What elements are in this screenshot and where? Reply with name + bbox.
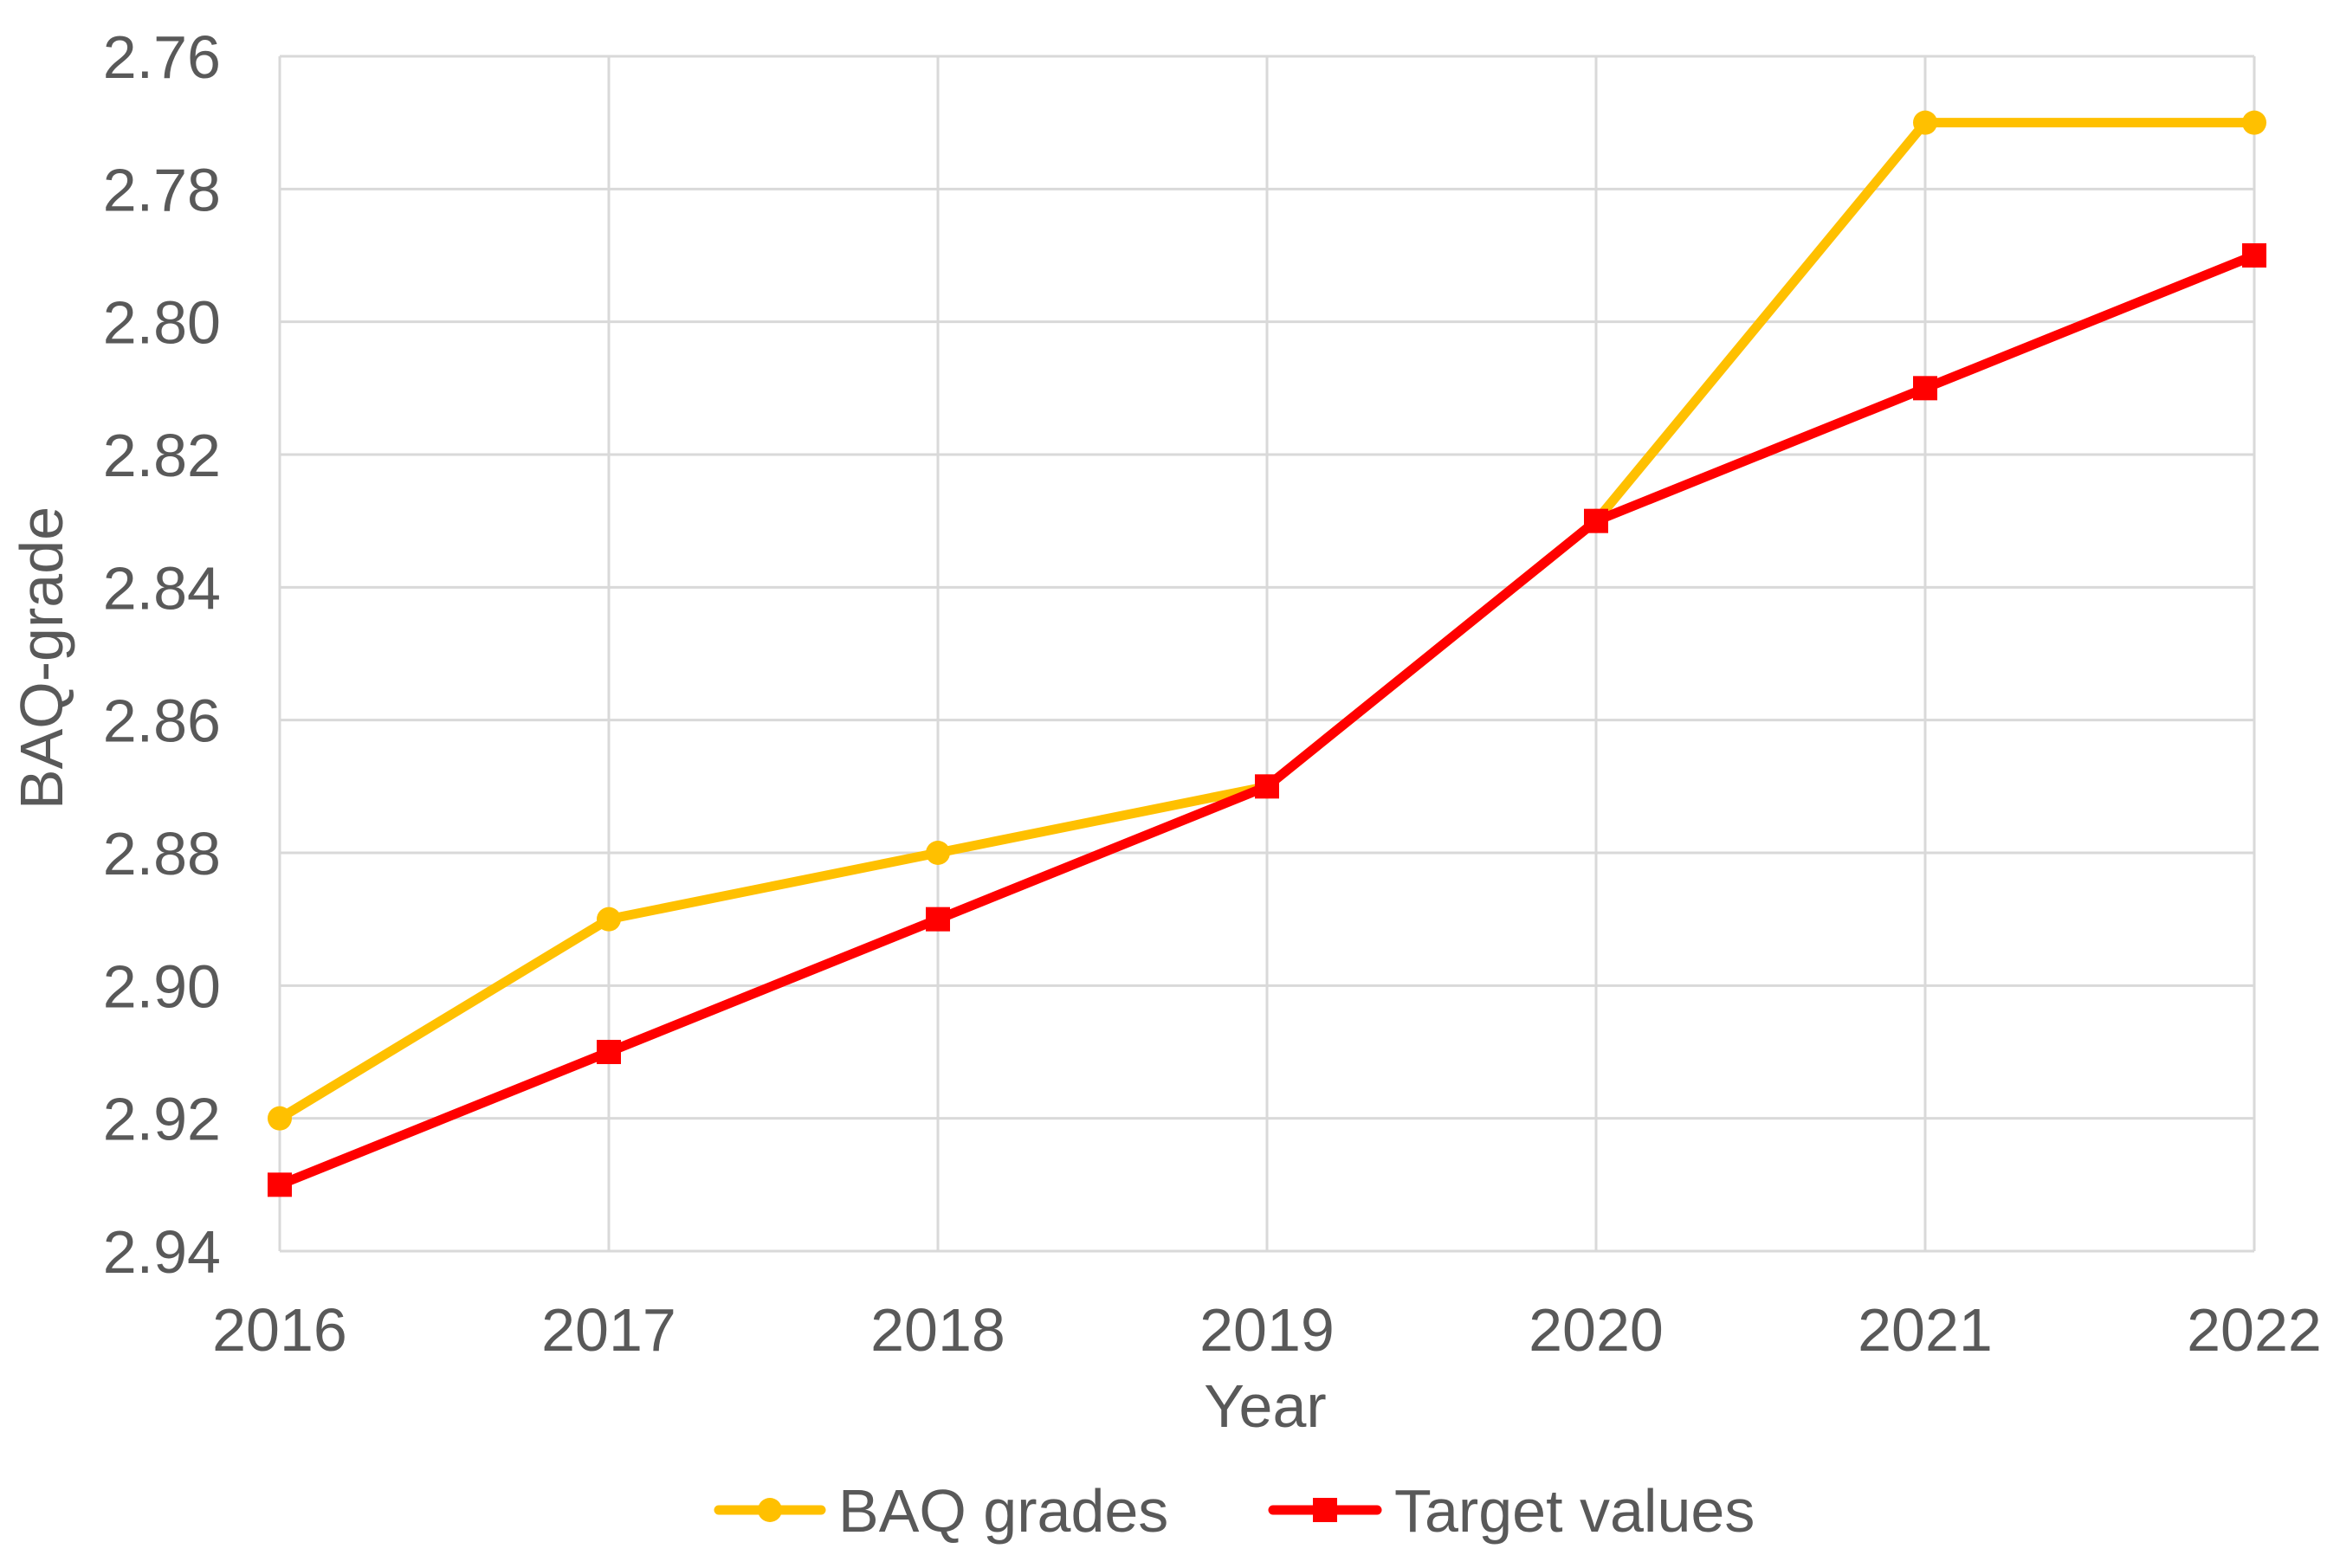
series xyxy=(268,110,2266,1197)
y-tick-label: 2.84 xyxy=(103,554,221,622)
series-target-values xyxy=(268,243,2266,1197)
x-tick-label: 2019 xyxy=(1199,1296,1335,1364)
data-point xyxy=(268,1172,292,1197)
y-axis-ticks: 2.76 2.78 2.80 2.82 2.84 2.86 2.88 2.90 2.92 2.94 xyxy=(103,23,221,1286)
data-point xyxy=(1913,110,1937,135)
data-point xyxy=(1913,376,1937,401)
data-point xyxy=(268,1106,292,1131)
grid xyxy=(278,55,2256,1253)
legend-label: Target values xyxy=(1394,1477,1755,1545)
y-tick-label: 2.80 xyxy=(103,289,221,357)
x-axis-title: Year xyxy=(1204,1372,1326,1440)
x-tick-label: 2022 xyxy=(2187,1296,2322,1364)
y-tick-label: 2.94 xyxy=(103,1218,221,1286)
data-point xyxy=(597,907,621,932)
legend-swatch-marker xyxy=(1313,1498,1337,1522)
data-point xyxy=(1584,508,1608,533)
y-tick-label: 2.88 xyxy=(103,820,221,887)
y-tick-label: 2.82 xyxy=(103,422,221,489)
data-point xyxy=(1255,774,1279,799)
y-tick-label: 2.90 xyxy=(103,952,221,1020)
x-tick-label: 2017 xyxy=(541,1296,676,1364)
x-tick-label: 2018 xyxy=(870,1296,1005,1364)
x-tick-label: 2016 xyxy=(212,1296,347,1364)
data-point xyxy=(926,841,950,865)
x-tick-label: 2020 xyxy=(1529,1296,1664,1364)
data-point xyxy=(926,907,950,932)
data-point xyxy=(2242,243,2266,268)
legend-label: BAQ grades xyxy=(838,1477,1168,1545)
legend-item: BAQ grades xyxy=(714,1477,1168,1545)
y-tick-label: 2.92 xyxy=(103,1086,221,1153)
data-point xyxy=(597,1040,621,1064)
x-tick-label: 2021 xyxy=(1858,1296,1993,1364)
legend: BAQ grades Target values xyxy=(714,1477,1755,1545)
y-tick-label: 2.78 xyxy=(103,156,221,223)
data-point xyxy=(2242,110,2266,135)
legend-item: Target values xyxy=(1268,1477,1755,1545)
legend-swatch-marker xyxy=(758,1498,782,1522)
y-tick-label: 2.76 xyxy=(103,23,221,91)
y-tick-label: 2.86 xyxy=(103,687,221,755)
x-axis-ticks: 2016 2017 2018 2019 2020 2021 2022 xyxy=(212,1296,2322,1364)
y-axis-title: BAQ-grade xyxy=(8,507,75,810)
